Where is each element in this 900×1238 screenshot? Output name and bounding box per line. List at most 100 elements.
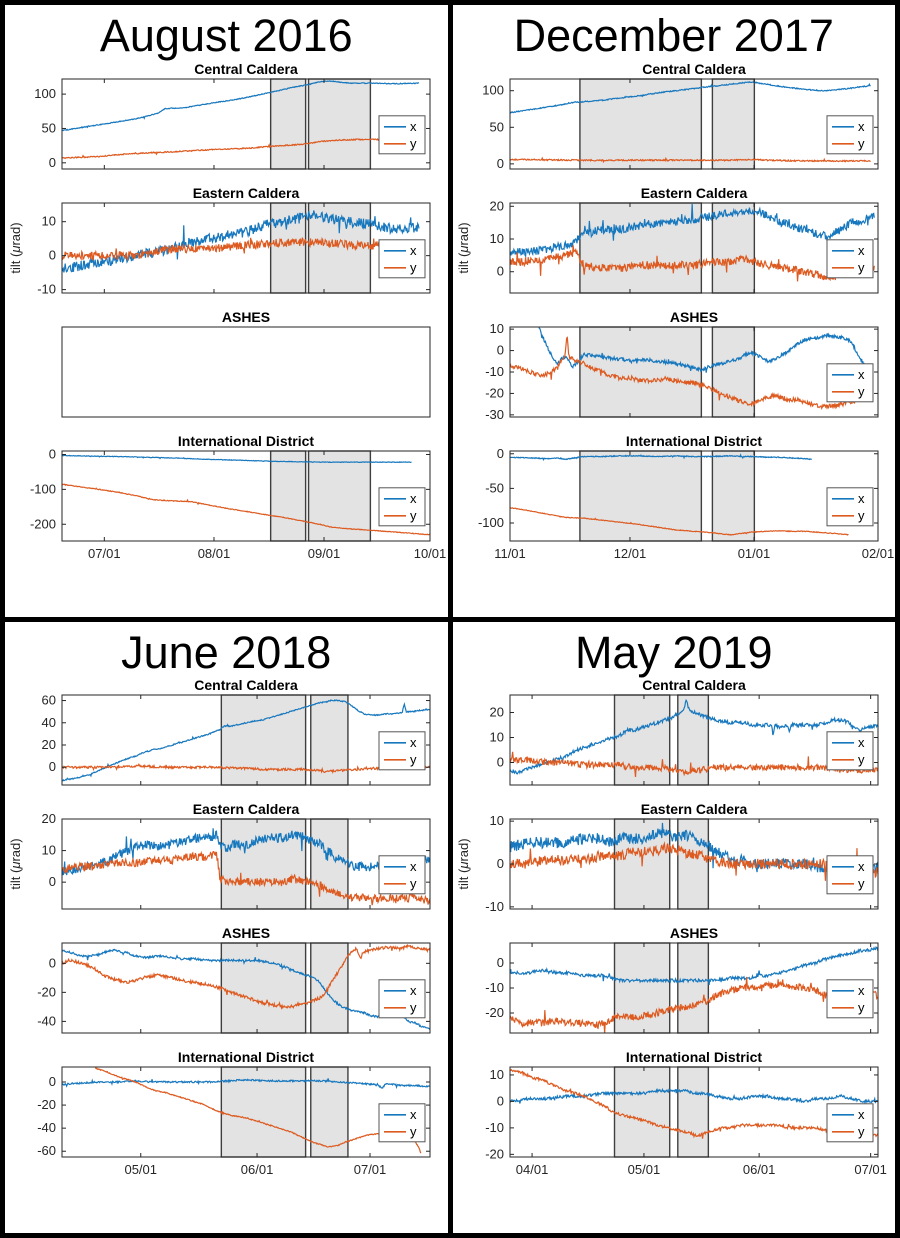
series-y-line (62, 943, 431, 1011)
panel-august-2016: August 2016 Central Caldera 0 50 100 x y Easte… (5, 5, 448, 617)
legend: xy (826, 979, 874, 1019)
y-tick-label: 100 (35, 86, 57, 101)
series-y-line (62, 136, 420, 159)
subplot-title-eastern-caldera: Eastern Caldera (640, 187, 747, 201)
axis-frame (509, 1066, 879, 1158)
subplot-title-central-caldera: Central Caldera (642, 63, 746, 77)
series-x-line (509, 1087, 878, 1105)
y-tick-label: 10 (489, 231, 503, 246)
legend: xy (378, 979, 426, 1019)
y-tick-label: 0 (497, 955, 504, 970)
shaded-region-1 (270, 449, 307, 542)
y-tick-label: -10 (485, 980, 504, 995)
y-tick-label: 50 (42, 120, 56, 135)
series-y-line (509, 976, 878, 1033)
legend: xy (826, 486, 874, 526)
series-x-line (62, 828, 431, 877)
panel-title-august-2016: August 2016 (99, 10, 353, 61)
legend-label-x: x (410, 118, 417, 133)
y-tick-label: -50 (485, 480, 504, 495)
y-tick-label: 20 (42, 737, 56, 752)
legend-label-x: x (410, 490, 417, 505)
subplot-title-central-caldera: Central Caldera (195, 63, 299, 77)
y-tick-label: 0 (49, 759, 56, 774)
legend-label-x: x (858, 490, 865, 505)
series-y-line (62, 762, 431, 774)
subplot-title-eastern-caldera: Eastern Caldera (193, 803, 300, 817)
legend: xy (826, 1103, 874, 1143)
y-tick-label: 10 (489, 1067, 503, 1082)
y-tick-label: -10 (37, 281, 56, 296)
x-tick-label: 01/01 (737, 546, 770, 561)
series-x-line (62, 454, 412, 463)
subplot-title-ashes: ASHES (222, 311, 270, 325)
shaded-region-1 (578, 201, 702, 294)
axis-frame (61, 450, 431, 541)
panel-title-december-2017: December 2017 (513, 10, 834, 61)
shaded-region-2 (711, 77, 755, 170)
chart-august-2016-central-caldera: Central Caldera 0 50 100 xy (35, 63, 431, 170)
chart-august-2016-ashes: ASHES (61, 311, 431, 417)
chart-may-2019-international-district: International District 04/01 05/01 06/01 07/… (485, 1051, 887, 1177)
x-tick-label: 04/01 (516, 1162, 549, 1177)
x-tick-label: 09/01 (308, 546, 341, 561)
series-y-line (509, 1068, 878, 1139)
y-tick-label: 0 (497, 1093, 504, 1108)
y-tick-label: 10 (42, 213, 56, 228)
y-tick-label: 60 (42, 693, 56, 708)
axis-frame (509, 450, 879, 541)
plot-area (62, 450, 431, 541)
y-tick-label: -20 (485, 385, 504, 400)
legend-label-y: y (410, 752, 417, 767)
shaded-region-1 (578, 325, 702, 418)
x-tick-label: 06/01 (241, 1162, 274, 1177)
y-tick-label: 0 (49, 955, 56, 970)
series-x-line (509, 80, 871, 114)
legend-label-y: y (410, 135, 417, 150)
shaded-region-1 (270, 77, 307, 170)
shaded-region-2 (676, 1066, 709, 1158)
chart-december-2017-central-caldera: Central Caldera 0 50 100 xy (482, 63, 879, 170)
y-tick-label: -10 (485, 899, 504, 914)
legend-label-y: y (858, 1000, 865, 1015)
subplot-title-international-district: International District (626, 1051, 762, 1065)
panel-may-2019: May 2019 Central Caldera 0 10 20 x y Eastern C… (452, 621, 895, 1233)
legend-label-x: x (410, 1107, 417, 1122)
panel-title-may-2019: May 2019 (574, 626, 773, 678)
axis-frame (61, 78, 431, 169)
legend-label-x: x (858, 735, 865, 750)
axis-frame (61, 818, 431, 910)
legend-label-y: y (858, 1124, 865, 1139)
legend-label-x: x (410, 242, 417, 257)
shaded-region-2 (711, 449, 755, 542)
x-tick-label: 05/01 (125, 1162, 158, 1177)
y-tick-label: 10 (489, 730, 503, 745)
legend-label-y: y (410, 1124, 417, 1139)
chart-june-2018-central-caldera: Central Caldera 0 20 40 60 xy (42, 679, 431, 786)
series-x-line (62, 209, 420, 273)
y-tick-label: 10 (42, 843, 56, 858)
legend-label-y: y (410, 259, 417, 274)
panel-charts-august-2016: Central Caldera 0 50 100 x y Eastern Caldera -1… (6, 63, 446, 575)
shaded-region-1 (578, 77, 702, 170)
y-tick-label: 10 (489, 321, 503, 336)
chart-june-2018-ashes: ASHES -40 -20 0 xy (37, 927, 431, 1034)
y-tick-label: -60 (37, 1143, 56, 1158)
legend-label-x: x (410, 859, 417, 874)
x-tick-label: 12/01 (613, 546, 646, 561)
legend-label-y: y (858, 135, 865, 150)
series-y-line (509, 244, 875, 281)
y-tick-label: 0 (497, 263, 504, 278)
legend-label-x: x (858, 366, 865, 381)
chart-august-2016-international-district: International District 07/01 08/01 09/01 10/… (30, 435, 446, 561)
y-axis-label: tilt (μrad) (8, 222, 23, 273)
axis-frame (61, 326, 431, 417)
chart-august-2016-eastern-caldera: Eastern Caldera -10 0 10 tilt (μrad) xy (8, 187, 431, 296)
shaded-region-2 (310, 942, 349, 1034)
subplot-title-ashes: ASHES (670, 311, 718, 325)
x-tick-label: 05/01 (627, 1162, 660, 1177)
shaded-region-1 (220, 694, 307, 786)
series-x-line (509, 946, 878, 985)
